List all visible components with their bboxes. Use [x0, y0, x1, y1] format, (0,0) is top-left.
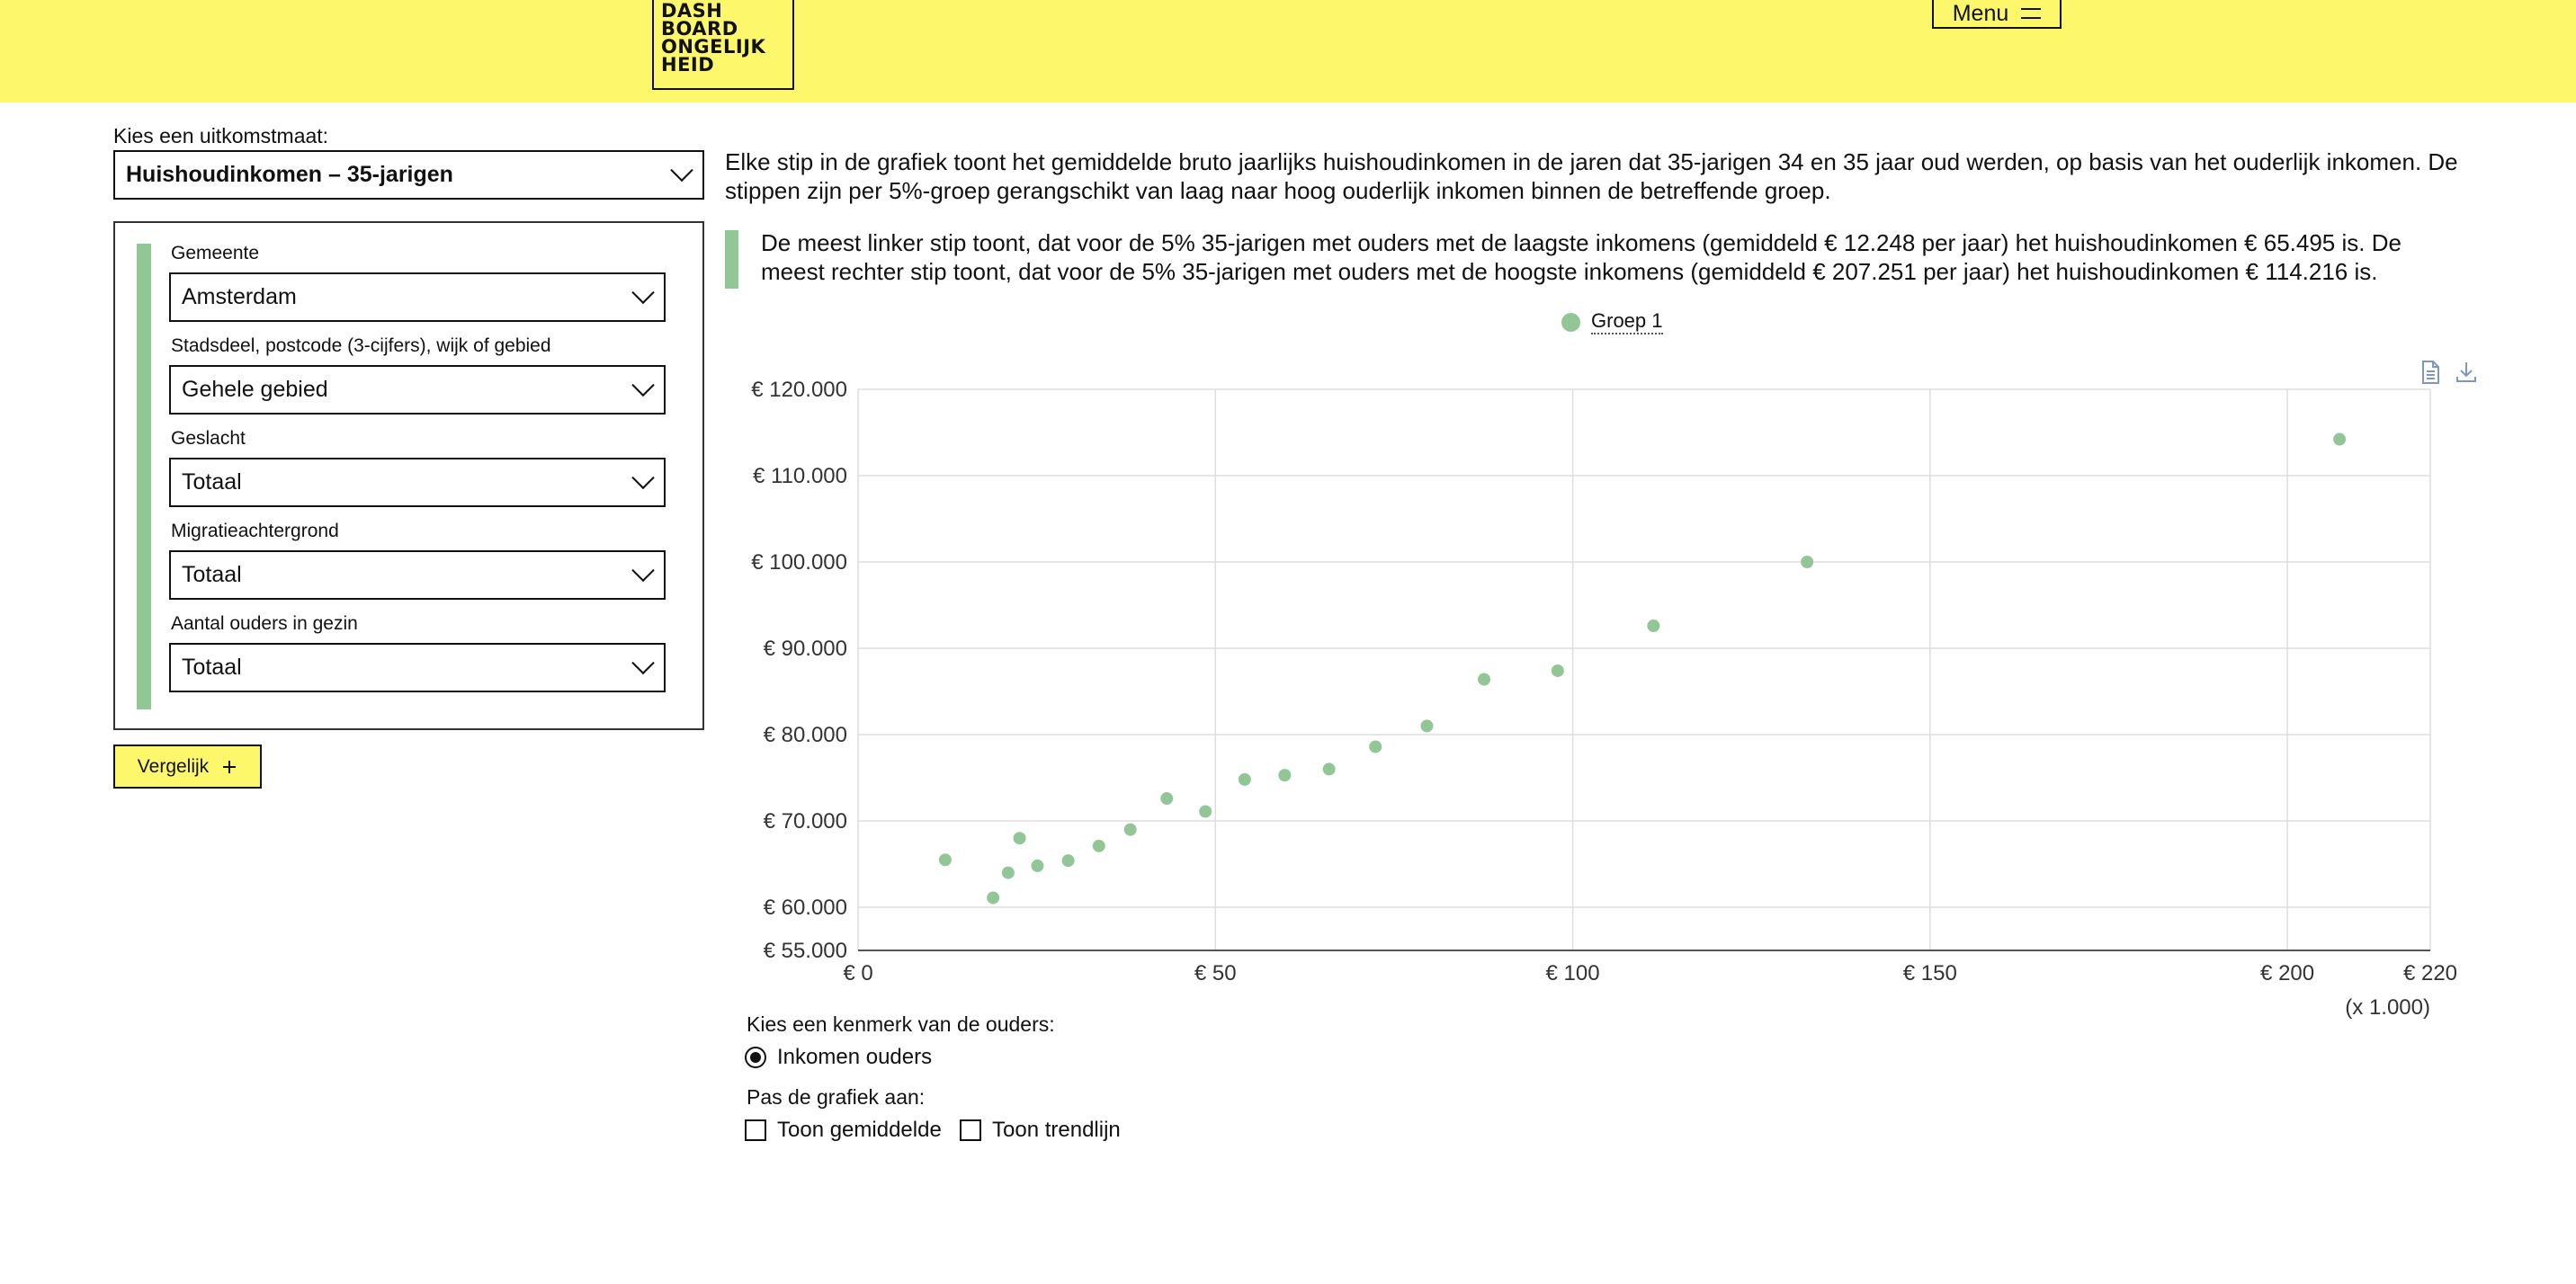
data-point[interactable]: [1238, 772, 1251, 786]
measure-value: Huishoudinkomen – 35-jarigen: [126, 162, 453, 187]
header-bar: DASH BOARD ONGELIJK HEID Menu: [0, 0, 2576, 103]
gemeente-select[interactable]: Amsterdam: [169, 272, 666, 322]
chevron-down-icon: [631, 281, 655, 304]
radio-inkomen-ouders[interactable]: Inkomen ouders: [745, 1045, 932, 1070]
legend-marker: [1561, 312, 1580, 332]
intro-text: Elke stip in de grafiek toont het gemidd…: [725, 148, 2458, 204]
radio-label: Inkomen ouders: [777, 1045, 933, 1069]
checkbox-label: Toon gemiddelde: [777, 1118, 942, 1142]
group-color-bar: [137, 244, 151, 709]
compare-label: Vergelijk: [137, 755, 210, 777]
compare-button[interactable]: Vergelijk: [113, 745, 262, 789]
data-point[interactable]: [1001, 866, 1015, 879]
data-point[interactable]: [2333, 432, 2347, 446]
measure-label: Kies een uitkomstmaat:: [113, 124, 329, 147]
download-icon[interactable]: [2454, 358, 2479, 387]
checkbox[interactable]: [745, 1119, 766, 1141]
migratie-value: Totaal: [182, 562, 242, 587]
filter-label-geslacht: Geslacht: [171, 428, 246, 449]
y-tick-label: € 60.000: [764, 896, 847, 920]
y-tick-label: € 100.000: [751, 550, 847, 575]
legend-label: Groep 1: [1591, 309, 1663, 334]
migratie-select[interactable]: Totaal: [169, 550, 666, 600]
toggle-gemiddelde[interactable]: Toon gemiddelde: [745, 1118, 942, 1143]
radio-button[interactable]: [745, 1047, 766, 1068]
measure-select[interactable]: Huishoudinkomen – 35-jarigen: [113, 150, 704, 200]
chevron-down-icon: [631, 558, 655, 582]
chevron-down-icon: [631, 373, 655, 397]
plus-icon: [223, 760, 237, 773]
adjust-label: Pas de grafiek aan:: [747, 1085, 926, 1109]
data-point[interactable]: [1160, 792, 1174, 806]
x-tick-label: € 100: [1546, 961, 1600, 985]
logo-line: BOARD: [661, 18, 738, 40]
ouders-select[interactable]: Totaal: [169, 643, 666, 692]
filter-panel: Gemeente Amsterdam Stadsdeel, postcode (…: [113, 221, 704, 730]
menu-label: Menu: [1952, 0, 2009, 26]
site-logo[interactable]: DASH BOARD ONGELIJK HEID: [652, 0, 794, 90]
data-point[interactable]: [1061, 854, 1075, 868]
data-point[interactable]: [1092, 839, 1105, 852]
checkbox[interactable]: [960, 1119, 981, 1141]
y-tick-label: € 70.000: [764, 809, 847, 834]
checkbox-label: Toon trendlijn: [992, 1118, 1121, 1142]
x-tick-label: € 0: [843, 961, 872, 985]
data-point[interactable]: [1199, 805, 1212, 818]
document-icon[interactable]: [2418, 358, 2443, 387]
data-point[interactable]: [987, 891, 1000, 905]
data-point[interactable]: [1369, 740, 1382, 753]
data-point[interactable]: [1478, 673, 1491, 686]
filter-label-gemeente: Gemeente: [171, 243, 260, 263]
data-point[interactable]: [1031, 859, 1044, 872]
data-point[interactable]: [1551, 664, 1564, 677]
parent-feature-label: Kies een kenmerk van de ouders:: [747, 1012, 1055, 1036]
y-tick-label: € 55.000: [764, 939, 847, 963]
logo-line: HEID: [661, 54, 715, 76]
hamburger-icon: [2021, 8, 2042, 19]
chevron-down-icon: [631, 466, 655, 489]
data-point[interactable]: [1420, 719, 1434, 733]
stadsdeel-value: Gehele gebied: [182, 377, 328, 402]
data-point[interactable]: [1801, 556, 1814, 568]
logo-line: ONGELIJK: [661, 36, 766, 58]
callout-color-bar: [725, 230, 738, 289]
y-tick-label: € 90.000: [764, 637, 847, 661]
data-point[interactable]: [938, 853, 952, 867]
legend-item-groep-1[interactable]: Groep 1: [1561, 309, 1663, 334]
filter-label-stadsdeel: Stadsdeel, postcode (3-cijfers), wijk of…: [171, 335, 551, 356]
toggle-trendlijn[interactable]: Toon trendlijn: [960, 1118, 1121, 1143]
y-tick-label: € 110.000: [753, 464, 847, 488]
gemeente-value: Amsterdam: [182, 284, 297, 309]
data-point[interactable]: [1123, 823, 1137, 836]
geslacht-value: Totaal: [182, 469, 242, 495]
callout-text: De meest linker stip toont, dat voor de …: [761, 229, 2402, 285]
x-unit-label: (x 1.000): [2345, 995, 2430, 1020]
data-point[interactable]: [1647, 620, 1660, 633]
data-point[interactable]: [1278, 769, 1292, 782]
menu-button[interactable]: Menu: [1932, 0, 2062, 29]
x-tick-label: € 200: [2260, 961, 2314, 985]
logo-line: DASH: [661, 0, 723, 22]
x-tick-label: € 150: [1903, 961, 1957, 985]
filter-label-migratie: Migratieachtergrond: [171, 521, 339, 541]
stadsdeel-select[interactable]: Gehele gebied: [169, 365, 666, 415]
ouders-value: Totaal: [182, 655, 242, 680]
geslacht-select[interactable]: Totaal: [169, 458, 666, 507]
x-tick-label: € 50: [1194, 961, 1237, 985]
y-tick-label: € 80.000: [764, 723, 847, 747]
data-point[interactable]: [1013, 832, 1026, 845]
filter-label-ouders: Aantal ouders in gezin: [171, 613, 358, 634]
x-tick-label: € 220: [2403, 961, 2457, 985]
data-point[interactable]: [1322, 762, 1336, 776]
chevron-down-icon: [670, 158, 693, 182]
chevron-down-icon: [631, 651, 655, 674]
y-tick-label: € 120.000: [751, 378, 847, 402]
